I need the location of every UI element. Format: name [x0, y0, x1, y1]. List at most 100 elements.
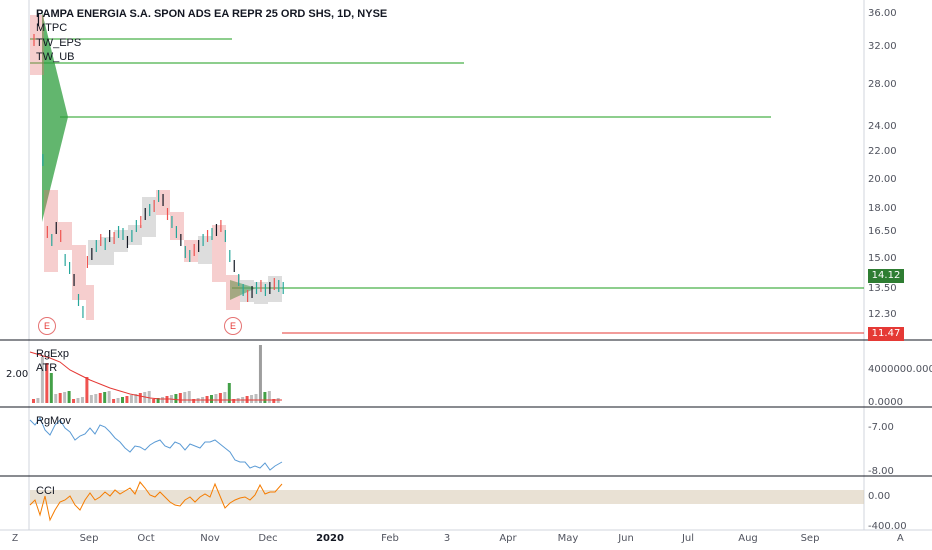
volume-bar	[138, 393, 142, 403]
time-axis-label: Jun	[618, 533, 634, 544]
volume-bar	[63, 392, 67, 403]
volume-bar	[36, 398, 40, 403]
rgmov-line	[29, 416, 283, 471]
volume-bar	[218, 393, 222, 403]
earnings-marker[interactable]: E	[224, 317, 242, 335]
volume-bar	[32, 399, 35, 403]
price-axis-label: 36.00	[868, 8, 897, 19]
atr-axis-label: 2.00	[6, 369, 29, 380]
time-axis-label: Sep	[800, 533, 820, 544]
volume-bar	[98, 393, 102, 403]
legend-cci[interactable]: CCI	[36, 485, 55, 497]
volume-bar	[250, 395, 254, 403]
volume-bar	[161, 397, 165, 403]
volume-bar	[214, 394, 218, 403]
volume-bar	[116, 398, 120, 403]
volume-bar	[156, 398, 160, 403]
volume-bar	[187, 391, 191, 403]
volume-bar	[152, 399, 156, 403]
volume-bar	[45, 363, 49, 403]
volume-bar	[58, 393, 62, 403]
price-axis-label: 32.00	[868, 41, 897, 52]
time-axis-label: Apr	[499, 533, 517, 544]
earnings-marker[interactable]: E	[38, 317, 56, 335]
volume-bar	[94, 394, 98, 403]
volume-bar	[125, 396, 129, 403]
timezone-toggle[interactable]: Z	[12, 533, 19, 544]
time-axis-label: Sep	[79, 533, 99, 544]
volume-bar	[76, 398, 80, 403]
volume-bar	[72, 399, 76, 403]
legend-atr[interactable]: ATR	[36, 362, 58, 374]
rgmov-axis-label: -7.00	[868, 422, 894, 433]
legend-rgexp[interactable]: RgExp	[36, 348, 70, 360]
price-axis-label: 12.30	[868, 309, 897, 320]
volume-axis-label: 0.0000	[868, 397, 903, 408]
atr-line	[29, 351, 282, 401]
volume-bar	[267, 391, 271, 403]
legend-mtpc[interactable]: MTPC	[36, 22, 68, 34]
time-axis-label: Dec	[258, 533, 278, 544]
price-axis-label: 28.00	[868, 79, 897, 90]
legend-rgmov[interactable]: RgMov	[36, 415, 71, 427]
time-axis-label: Nov	[200, 533, 220, 544]
time-axis-label: Feb	[381, 533, 399, 544]
volume-bar	[210, 395, 213, 403]
volume-bar	[54, 394, 58, 403]
time-axis-label: May	[557, 533, 579, 544]
volume-bar	[174, 394, 178, 403]
auto-scale-toggle[interactable]: A	[897, 533, 904, 544]
price-axis-label: 15.00	[868, 253, 897, 264]
time-axis-label: Oct	[137, 533, 155, 544]
legend-tw-eps[interactable]: TW_EPS	[36, 37, 82, 49]
volume-bar	[183, 392, 187, 403]
volume-bar	[80, 397, 84, 403]
price-axis-label: 13.50	[868, 283, 897, 294]
price-axis-label: 24.00	[868, 121, 897, 132]
time-axis-label: 3	[443, 533, 451, 544]
low-price-badge: 11.47	[868, 327, 904, 341]
projection-triangle[interactable]	[42, 12, 68, 222]
volume-bar	[107, 391, 111, 403]
volume-series	[32, 345, 280, 403]
volume-bar	[89, 395, 93, 403]
volume-bar	[134, 394, 138, 403]
cci-band	[30, 490, 864, 504]
time-axis-label: Jul	[681, 533, 695, 544]
volume-bar	[40, 357, 44, 403]
volume-bar	[67, 391, 71, 403]
volume-bar	[178, 393, 182, 403]
cci-axis-label: 0.00	[868, 491, 891, 502]
volume-bar	[143, 392, 147, 403]
last-price-badge: 14.12	[868, 269, 904, 283]
volume-bar	[223, 392, 227, 403]
volume-bar	[129, 395, 133, 403]
volume-bar	[103, 392, 107, 403]
volume-bar	[121, 397, 124, 403]
volume-bar	[85, 377, 89, 403]
volume-axis-label: 4000000.0000	[868, 364, 932, 375]
volume-bar	[112, 399, 116, 403]
price-series	[33, 14, 284, 318]
time-axis-label: Aug	[738, 533, 758, 544]
price-axis-label: 16.50	[868, 226, 897, 237]
cci-line	[29, 481, 283, 522]
price-axis-label: 22.00	[868, 146, 897, 157]
time-axis-label: 2020	[316, 533, 344, 544]
volume-bar	[258, 345, 262, 403]
rgmov-axis-label: -8.00	[868, 466, 894, 477]
volume-bar	[263, 392, 267, 403]
price-axis-label: 18.00	[868, 203, 897, 214]
volume-bar	[227, 383, 231, 403]
legend-tw-ub[interactable]: TW_UB	[36, 51, 75, 63]
cci-axis-label: -400.00	[868, 521, 907, 532]
price-axis-label: 20.00	[868, 174, 897, 185]
volume-bar	[49, 373, 53, 403]
chart-title: PAMPA ENERGIA S.A. SPON ADS EA REPR 25 O…	[36, 8, 388, 20]
volume-bar	[147, 391, 151, 403]
volume-bar	[232, 399, 236, 403]
volume-bar	[192, 399, 196, 403]
volume-bar	[272, 399, 276, 403]
volume-bar	[254, 394, 258, 403]
